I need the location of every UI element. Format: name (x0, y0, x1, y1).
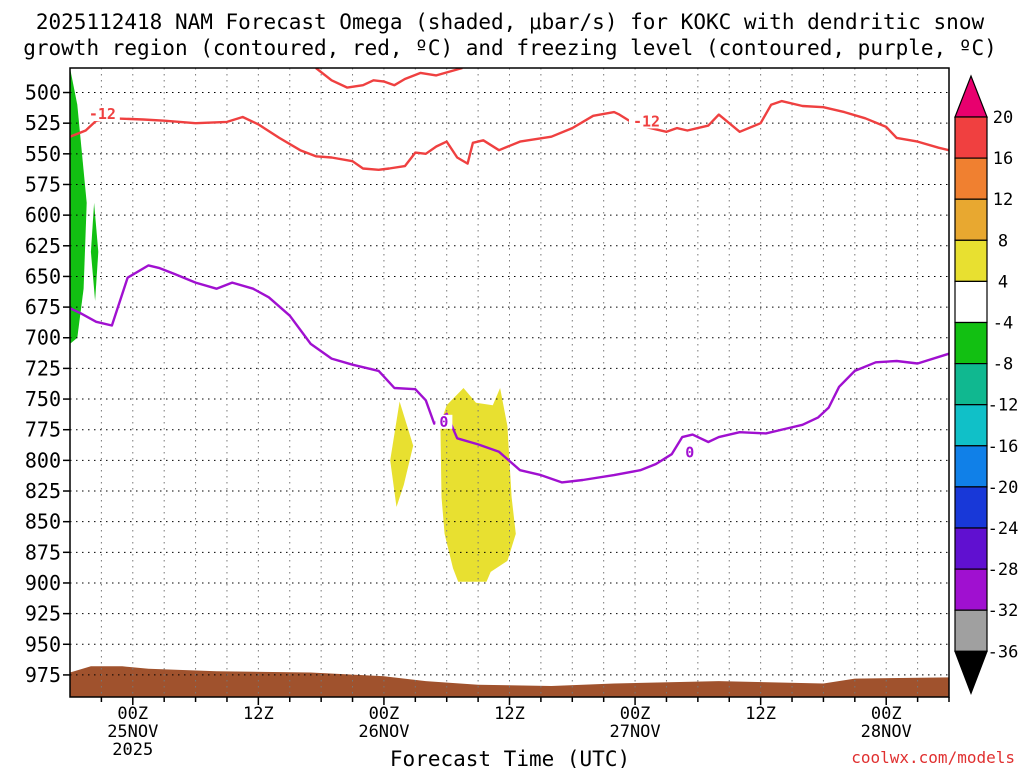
colorbar-label-13: -36 (988, 642, 1019, 662)
contour-label-0-0: -12 (89, 105, 116, 123)
y-tick-label-750: 750 (25, 387, 61, 411)
y-tick-label-675: 675 (25, 295, 61, 319)
y-tick-label-725: 725 (25, 356, 61, 380)
y-tick-label-600: 600 (25, 203, 61, 227)
x-tick-label-4: 00Z (620, 704, 651, 724)
colorbar-band-10 (954, 486, 988, 529)
colorbar-label-11: -28 (988, 560, 1019, 580)
y-tick-label-800: 800 (25, 448, 61, 472)
colorbar-band-6 (954, 321, 988, 365)
y-tick-label-825: 825 (25, 479, 61, 503)
y-tick-label-525: 525 (25, 111, 61, 135)
colorbar-band-12 (954, 568, 988, 611)
colorbar-label-3: 8 (998, 231, 1008, 251)
y-tick-label-625: 625 (25, 234, 61, 258)
x-tick-label-0: 00Z (117, 704, 148, 724)
contour-label-2-0: 0 (439, 413, 448, 431)
credit-text: coolwx.com/models (851, 748, 1015, 767)
y-tick-label-775: 775 (25, 418, 61, 442)
colorbar-bottom-arrow (954, 650, 988, 695)
contour-line-0 (70, 99, 949, 172)
y-tick-label-950: 950 (25, 632, 61, 656)
colorbar-band-1 (954, 116, 988, 159)
x-tick-date-2: 26NOV (358, 722, 409, 742)
colorbar: 20 16 12 8 4 -4 -8 -12 -16 -20 -24 -28 -32 -36 (954, 74, 1019, 695)
y-tick-label-900: 900 (25, 571, 61, 595)
contour-label-bg-2-1 (681, 445, 699, 460)
colorbar-band-3 (954, 198, 988, 241)
contour-label-2-1: 0 (685, 443, 694, 461)
y-tick-label-575: 575 (25, 172, 61, 196)
x-tick-date-4: 27NOV (609, 722, 660, 742)
terrain-ground (70, 666, 949, 697)
colorbar-label-9: -20 (988, 478, 1019, 498)
x-tick-date-0: 25NOV (107, 722, 158, 742)
y-tick-label-975: 975 (25, 663, 61, 687)
omega-shading (70, 68, 516, 582)
colorbar-band-7 (954, 363, 988, 406)
x-tick-label-1: 12Z (243, 704, 274, 724)
x-tick-label-3: 12Z (494, 704, 525, 724)
y-axis: 500 525 550 575 600 625 650 675 700 725 750 775 800 8… (25, 81, 70, 687)
contour-label-bg-0-0 (84, 107, 120, 122)
colorbar-top-arrow (954, 74, 988, 118)
contour-line-1 (315, 68, 463, 89)
x-axis-label: Forecast Time (UTC) (390, 747, 630, 768)
y-tick-label-850: 850 (25, 510, 61, 534)
colorbar-label-4: 4 (998, 272, 1008, 292)
colorbar-band-13 (954, 609, 988, 652)
omega-region-0 (70, 68, 87, 344)
chart-title-line1: 2025112418 NAM Forecast Omega (shaded, μ… (36, 10, 985, 34)
colorbar-band-9 (954, 445, 988, 488)
colorbar-label-10: -24 (988, 519, 1019, 539)
omega-region-2 (390, 401, 414, 507)
x-tick-year-0: 2025 (112, 740, 153, 760)
plot-area-background (70, 68, 949, 697)
x-tick-label-5: 12Z (745, 704, 776, 724)
contour-line-2 (70, 264, 949, 484)
y-tick-label-700: 700 (25, 326, 61, 350)
y-tick-label-650: 650 (25, 264, 61, 288)
colorbar-band-2 (954, 157, 988, 200)
x-tick-label-6: 00Z (871, 704, 902, 724)
chart-title-line2: growth region (contoured, red, ºC) and f… (23, 36, 997, 60)
colorbar-band-11 (954, 527, 988, 570)
gridlines (70, 68, 949, 697)
x-tick-date-6: 28NOV (861, 722, 912, 742)
colorbar-label-6: -8 (993, 355, 1013, 375)
colorbar-label-1: 16 (993, 149, 1013, 169)
colorbar-band-5 (954, 280, 988, 324)
y-tick-label-550: 550 (25, 142, 61, 166)
y-tick-label-875: 875 (25, 540, 61, 564)
colorbar-label-2: 12 (993, 190, 1013, 210)
contour-label-0-1: -12 (633, 112, 660, 130)
colorbar-label-12: -32 (988, 601, 1019, 621)
y-tick-label-500: 500 (25, 81, 61, 105)
x-tick-label-2: 00Z (369, 704, 400, 724)
colorbar-label-0: 20 (993, 108, 1013, 128)
contour-label-bg-0-1 (628, 114, 664, 129)
isotherm-contours: -12 -12 0 0 (70, 68, 949, 484)
colorbar-label-7: -12 (988, 396, 1019, 416)
omega-region-1 (90, 202, 99, 301)
colorbar-label-8: -16 (988, 437, 1019, 457)
colorbar-label-5: -4 (993, 314, 1013, 334)
contour-label-bg-2-0 (435, 414, 453, 429)
terrain-layer (70, 666, 949, 697)
colorbar-band-8 (954, 404, 988, 447)
omega-region-3 (440, 388, 516, 582)
colorbar-band-4 (954, 239, 988, 283)
y-tick-label-925: 925 (25, 602, 61, 626)
